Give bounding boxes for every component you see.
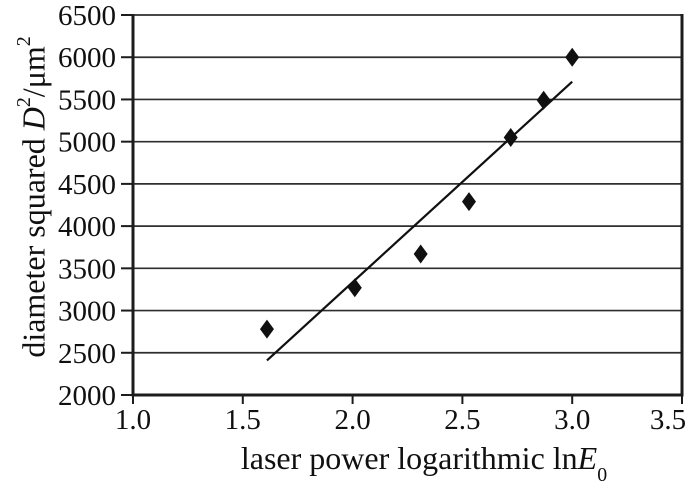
y-tick-label: 6500 [58,0,116,32]
x-tick-label: 2.5 [444,404,480,436]
y-axis-title: diameter squared D2/μm2 [9,0,52,407]
y-axis-title-unit-superscript: 2 [13,36,36,47]
y-tick-label: 6000 [58,42,116,74]
x-tick-label: 1.5 [225,404,261,436]
x-tick-label: 3.5 [650,404,686,436]
y-tick-label: 2500 [58,338,116,370]
trend-line [266,80,573,362]
data-point-marker [259,319,274,339]
x-axis-title: laser power logarithmic lnE0 [144,440,700,488]
y-tick-label: 3500 [58,253,116,285]
data-point-marker [565,47,580,67]
y-tick-label: 4000 [58,211,116,243]
y-tick-label: 2000 [58,380,116,412]
x-axis-title-text: laser power logarithmic ln [240,440,578,476]
data-point-marker [413,244,428,264]
y-tick-label: 5000 [58,127,116,159]
x-tick-label: 1.0 [115,404,151,436]
y-tick-label: 4500 [58,169,116,201]
y-tick-label: 5500 [58,84,116,116]
x-axis-title-variable: E [577,440,598,476]
x-tick-label: 3.0 [554,404,590,436]
y-axis-title-unit: /μm [15,46,52,98]
x-tick-label: 2.0 [334,404,370,436]
data-point-marker [461,192,476,212]
y-axis-title-variable: D [15,107,52,131]
y-axis-title-superscript: 2 [13,97,36,108]
x-axis-title-subscript: 0 [597,464,608,487]
y-axis-title-text: diameter squared [15,130,52,358]
y-tick-label: 3000 [58,296,116,328]
